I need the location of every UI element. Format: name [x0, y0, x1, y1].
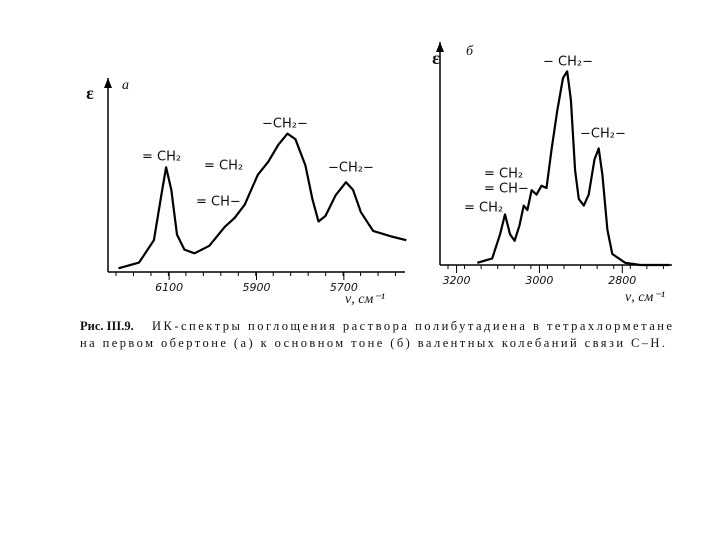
x-tick-label: 5900 [243, 281, 271, 294]
x-tick-label: 3200 [443, 274, 471, 287]
annotation: = CH₂ [464, 201, 503, 216]
axis-arrow [436, 42, 444, 52]
annotation: −CH₂− [328, 161, 374, 176]
y-axis-label: ε [432, 48, 440, 68]
x-tick-label: 2800 [608, 274, 636, 287]
annotation: = CH− [196, 195, 241, 210]
annotation: = CH₂ [484, 167, 523, 182]
x-tick-label: 6100 [155, 281, 183, 294]
annotation: = CH₂ [142, 150, 181, 165]
annotation: = CH− [484, 182, 529, 197]
caption-label: Рис. III.9. [80, 319, 134, 333]
x-tick-label: 5700 [330, 281, 358, 294]
annotation: −CH₂− [262, 117, 308, 132]
annotation: = CH₂ [204, 159, 243, 174]
spectrum-line [476, 70, 670, 267]
x-axis-label: ν, см⁻¹ [625, 290, 665, 305]
y-axis-label: ε [86, 83, 94, 103]
panel-label: а [122, 78, 129, 93]
axis-arrow [104, 78, 112, 88]
x-tick-label: 3000 [525, 274, 553, 287]
caption-line: на первом обертоне (а) к основном тоне (… [80, 336, 665, 350]
spectrum-line [118, 132, 407, 270]
x-axis-label: ν, см⁻¹ [345, 292, 385, 307]
panel-label: б [466, 44, 474, 59]
annotation: −CH₂− [580, 127, 626, 142]
caption-line: ИК-спектры поглощения раствора полибутад… [152, 319, 672, 333]
annotation: − CH₂− [543, 55, 593, 70]
